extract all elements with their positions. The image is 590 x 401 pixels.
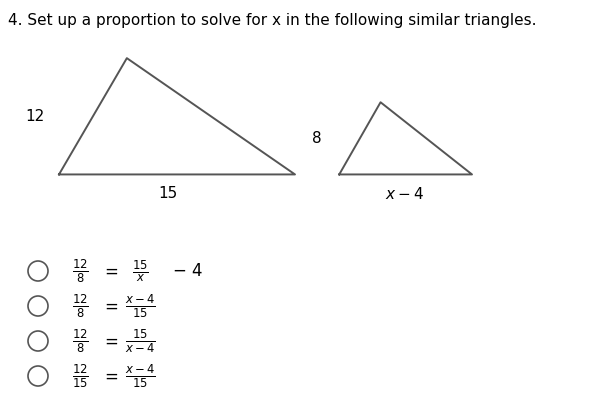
Text: $\frac{12}{8}$: $\frac{12}{8}$ xyxy=(71,257,88,285)
Text: $=$: $=$ xyxy=(101,262,119,280)
Text: $\frac{x-4}{15}$: $\frac{x-4}{15}$ xyxy=(124,292,155,320)
Text: $\frac{12}{8}$: $\frac{12}{8}$ xyxy=(71,292,88,320)
Text: $-\ 4$: $-\ 4$ xyxy=(172,262,203,280)
Text: $\frac{12}{8}$: $\frac{12}{8}$ xyxy=(71,327,88,355)
Text: 15: 15 xyxy=(159,186,178,201)
Text: $\frac{12}{15}$: $\frac{12}{15}$ xyxy=(71,362,88,390)
Text: $=$: $=$ xyxy=(101,367,119,385)
Text: $\frac{x-4}{15}$: $\frac{x-4}{15}$ xyxy=(124,362,155,390)
Text: 4. Set up a proportion to solve for x in the following similar triangles.: 4. Set up a proportion to solve for x in… xyxy=(8,13,536,28)
Text: $\frac{15}{x-4}$: $\frac{15}{x-4}$ xyxy=(124,327,155,355)
Text: $\frac{15}{x}$: $\frac{15}{x}$ xyxy=(132,258,149,284)
Text: $x-4$: $x-4$ xyxy=(385,186,424,203)
Text: $=$: $=$ xyxy=(101,332,119,350)
Text: 8: 8 xyxy=(312,131,322,146)
Text: $=$: $=$ xyxy=(101,297,119,315)
Text: 12: 12 xyxy=(25,109,44,124)
